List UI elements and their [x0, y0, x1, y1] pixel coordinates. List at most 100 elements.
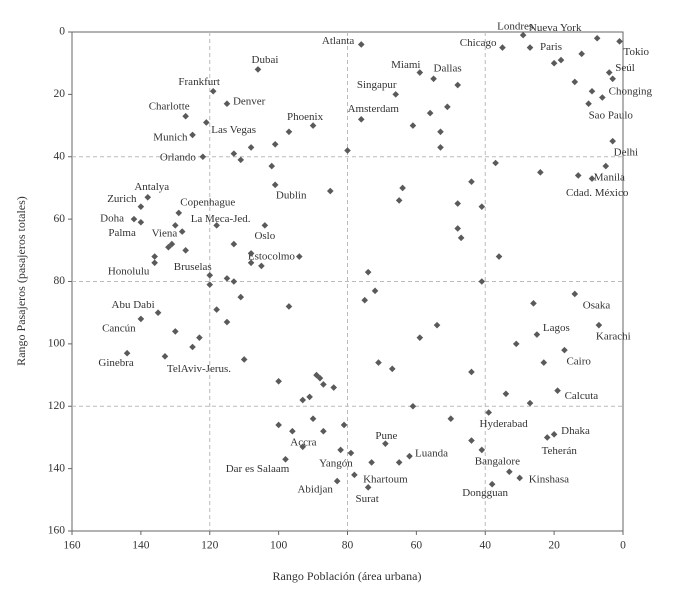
point-label: Oslo	[254, 230, 275, 242]
point	[578, 50, 585, 58]
point	[320, 427, 327, 435]
point	[588, 175, 596, 182]
x-tick-label: 0	[620, 540, 626, 552]
point	[444, 103, 451, 111]
point	[526, 44, 534, 51]
point	[399, 184, 406, 192]
point	[230, 240, 238, 248]
point	[289, 427, 296, 435]
point	[478, 446, 486, 454]
x-tick-label: 20	[548, 540, 560, 552]
point-label: Las Vegas	[211, 124, 256, 136]
point	[137, 218, 145, 226]
point	[609, 137, 616, 145]
point	[196, 334, 203, 341]
point-label: Bangalore	[475, 455, 520, 467]
point	[326, 187, 334, 195]
point	[585, 100, 592, 108]
point-label: Abidjan	[297, 484, 333, 496]
point	[282, 455, 289, 463]
point	[271, 181, 279, 189]
point	[537, 169, 544, 176]
point-label: Abu Dabi	[112, 299, 155, 311]
point	[593, 34, 601, 42]
y-tick-label: 40	[54, 150, 66, 162]
point-label: Phoenix	[287, 111, 324, 123]
point-label: Yangón	[319, 458, 353, 470]
x-tick-label: 160	[63, 540, 81, 552]
point	[540, 359, 548, 366]
point-label: Cdad. México	[566, 187, 629, 199]
point	[543, 434, 551, 441]
point	[172, 328, 179, 335]
point-label: Ginebra	[98, 357, 134, 369]
point	[512, 340, 520, 348]
point	[285, 128, 293, 136]
point-label: Hyderabad	[480, 418, 529, 430]
point	[223, 100, 231, 108]
point	[299, 443, 307, 451]
point	[488, 480, 496, 488]
point	[392, 91, 400, 98]
point	[344, 147, 351, 154]
point	[261, 222, 269, 229]
point-label: Doha	[100, 213, 124, 225]
point	[375, 359, 382, 366]
point	[533, 331, 541, 338]
point-label: Accra	[290, 437, 316, 449]
point	[478, 278, 486, 285]
point	[588, 87, 596, 95]
point	[337, 446, 344, 454]
y-tick-label: 20	[54, 88, 66, 100]
point-label: Kinshasa	[529, 474, 569, 486]
point-label: Amsterdam	[348, 103, 400, 115]
point	[330, 384, 338, 391]
point	[519, 31, 527, 39]
point	[426, 109, 434, 117]
point	[347, 449, 355, 457]
point-label: Calcuta	[565, 390, 599, 402]
point-label: Honolulu	[108, 265, 150, 277]
point	[189, 343, 196, 351]
point	[316, 374, 324, 382]
point-label: Sao Paulo	[589, 109, 634, 121]
x-axis-label: Rango Población (área urbana)	[273, 569, 422, 583]
point-label: Chonging	[609, 85, 653, 97]
point	[175, 209, 183, 217]
point	[268, 162, 276, 170]
point	[447, 415, 455, 423]
point-label: Zurich	[107, 193, 137, 205]
x-tick-label: 140	[132, 540, 150, 552]
x-tick-label: 80	[342, 540, 354, 552]
point	[550, 59, 558, 67]
point	[561, 346, 568, 354]
point	[557, 56, 565, 64]
point	[309, 122, 317, 129]
point	[230, 278, 238, 285]
point-label: Delhi	[614, 147, 638, 159]
point	[203, 119, 210, 126]
point	[247, 144, 255, 151]
y-tick-label: 60	[54, 213, 66, 225]
point	[237, 293, 245, 301]
point-label: Lagos	[543, 322, 570, 334]
point	[599, 94, 606, 101]
x-tick-label: 60	[411, 540, 423, 552]
point	[271, 140, 279, 148]
point	[468, 437, 475, 444]
point	[468, 178, 475, 185]
point	[616, 38, 623, 45]
point-label: Osaka	[583, 300, 611, 312]
point	[275, 421, 282, 429]
point-label: Pune	[375, 430, 397, 442]
point	[478, 203, 486, 210]
point	[492, 159, 499, 167]
point	[168, 240, 176, 248]
point	[247, 250, 255, 257]
point	[437, 128, 444, 136]
point	[351, 471, 358, 479]
point	[137, 203, 145, 210]
point	[454, 200, 461, 207]
point	[182, 247, 189, 254]
point	[340, 421, 348, 429]
